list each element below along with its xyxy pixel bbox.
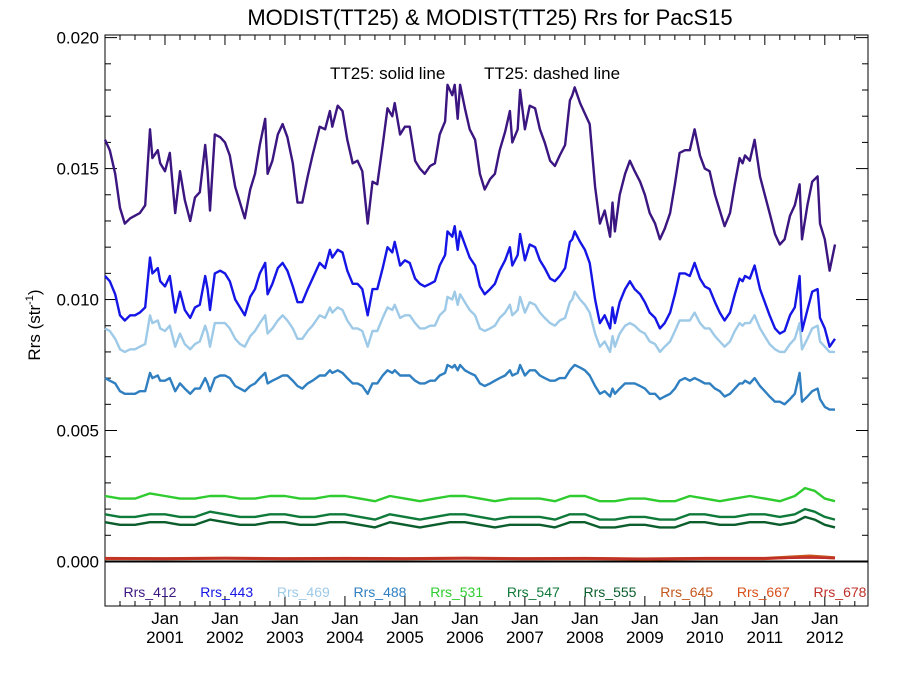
legend-entry: Rrs_488 — [354, 584, 407, 600]
series-line-rrs-443 — [104, 225, 836, 348]
x-tick-month-label: Jan — [391, 609, 418, 628]
x-tick-year-label: 2009 — [626, 628, 664, 647]
y-axis-label-close: ) — [25, 289, 44, 295]
series-line-rrs-412 — [103, 83, 837, 272]
x-tick-month-label: Jan — [451, 609, 478, 628]
x-tick-year-label: 2010 — [686, 628, 724, 647]
series-line-rrs-555 — [104, 515, 836, 529]
series-line-rrs-488 — [104, 363, 835, 411]
x-tick-month-label: Jan — [211, 609, 238, 628]
annotation-solid: TT25: solid line — [330, 64, 445, 83]
series-line-rrs-531 — [104, 486, 836, 503]
x-tick-month-label: Jan — [331, 609, 358, 628]
legend-entry: Rrs_412 — [124, 584, 177, 600]
x-tick-year-label: 2006 — [446, 628, 484, 647]
legend-entry: Rrs_547 — [507, 584, 560, 600]
y-tick-label: 0.010 — [56, 291, 99, 310]
x-tick-year-label: 2001 — [146, 628, 184, 647]
x-tick-month-label: Jan — [751, 609, 778, 628]
series-line-rrs-678 — [104, 556, 836, 561]
x-tick-month-label: Jan — [571, 609, 598, 628]
legend-entry: Rrs_667 — [737, 584, 790, 600]
y-tick-label: 0.000 — [56, 552, 99, 571]
x-tick-month-label: Jan — [511, 609, 538, 628]
y-axis-label-main: Rrs (str — [25, 305, 44, 361]
y-axis-label-sup: -1 — [24, 295, 36, 305]
x-tick-month-label: Jan — [631, 609, 658, 628]
x-tick-year-label: 2011 — [747, 628, 784, 647]
annotation-dashed: TT25: dashed line — [484, 64, 620, 83]
x-tick-month-label: Jan — [811, 609, 838, 628]
plot-area: 0.0000.0050.0100.0150.020Jan2001Jan2002J… — [56, 29, 869, 647]
legend-entry: Rrs_555 — [584, 584, 637, 600]
y-tick-label: 0.020 — [56, 29, 99, 48]
x-tick-year-label: 2004 — [326, 628, 364, 647]
x-tick-year-label: 2012 — [806, 628, 844, 647]
x-tick-month-label: Jan — [691, 609, 718, 628]
chart-title: MODIST(TT25) & MODIST(TT25) Rrs for PacS… — [247, 5, 732, 30]
series-line-rrs-547 — [104, 507, 836, 521]
series-line-rrs-469 — [104, 290, 835, 354]
legend-entry: Rrs_645 — [660, 584, 713, 600]
x-tick-year-label: 2003 — [266, 628, 304, 647]
x-tick-year-label: 2007 — [506, 628, 544, 647]
legend-entry: Rrs_678 — [814, 584, 867, 600]
x-tick-year-label: 2008 — [566, 628, 604, 647]
legend-entry: Rrs_531 — [430, 584, 483, 600]
legend-entry: Rrs_469 — [277, 584, 330, 600]
y-tick-label: 0.015 — [56, 160, 99, 179]
x-tick-year-label: 2002 — [206, 628, 244, 647]
x-tick-year-label: 2005 — [386, 628, 424, 647]
legend-entry: Rrs_443 — [200, 584, 253, 600]
y-tick-label: 0.005 — [56, 422, 99, 441]
y-axis-label: Rrs (str-1) — [24, 289, 44, 360]
x-tick-month-label: Jan — [271, 609, 298, 628]
x-tick-month-label: Jan — [151, 609, 178, 628]
plot-frame — [104, 34, 869, 607]
